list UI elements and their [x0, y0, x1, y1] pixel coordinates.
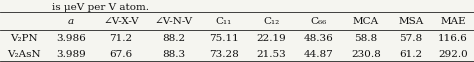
Text: 3.986: 3.986: [56, 34, 86, 43]
Text: a: a: [68, 17, 74, 26]
Text: 75.11: 75.11: [209, 34, 239, 43]
Text: 88.3: 88.3: [162, 50, 185, 59]
Text: 22.19: 22.19: [256, 34, 286, 43]
Text: C₁₂: C₁₂: [263, 17, 279, 26]
Text: 67.6: 67.6: [109, 50, 133, 59]
Text: 48.36: 48.36: [304, 34, 334, 43]
Text: C₆₆: C₆₆: [310, 17, 327, 26]
Text: 58.8: 58.8: [355, 34, 378, 43]
Text: ∠V-X-V: ∠V-X-V: [103, 17, 139, 26]
Text: C₁₁: C₁₁: [216, 17, 232, 26]
Text: 116.6: 116.6: [438, 34, 468, 43]
Text: 57.8: 57.8: [399, 34, 422, 43]
Text: 44.87: 44.87: [304, 50, 334, 59]
Text: 71.2: 71.2: [109, 34, 133, 43]
Text: 73.28: 73.28: [209, 50, 239, 59]
Text: MSA: MSA: [398, 17, 423, 26]
Text: 230.8: 230.8: [351, 50, 381, 59]
Text: MCA: MCA: [353, 17, 379, 26]
Text: V₂AsN: V₂AsN: [7, 50, 40, 59]
Text: is μeV per V atom.: is μeV per V atom.: [52, 3, 149, 12]
Text: MAE: MAE: [440, 17, 466, 26]
Text: 292.0: 292.0: [438, 50, 468, 59]
Text: 3.989: 3.989: [56, 50, 86, 59]
Text: 21.53: 21.53: [256, 50, 286, 59]
Text: ∠V-N-V: ∠V-N-V: [155, 17, 193, 26]
Text: 61.2: 61.2: [399, 50, 422, 59]
Text: V₂PN: V₂PN: [10, 34, 37, 43]
Text: 88.2: 88.2: [162, 34, 185, 43]
